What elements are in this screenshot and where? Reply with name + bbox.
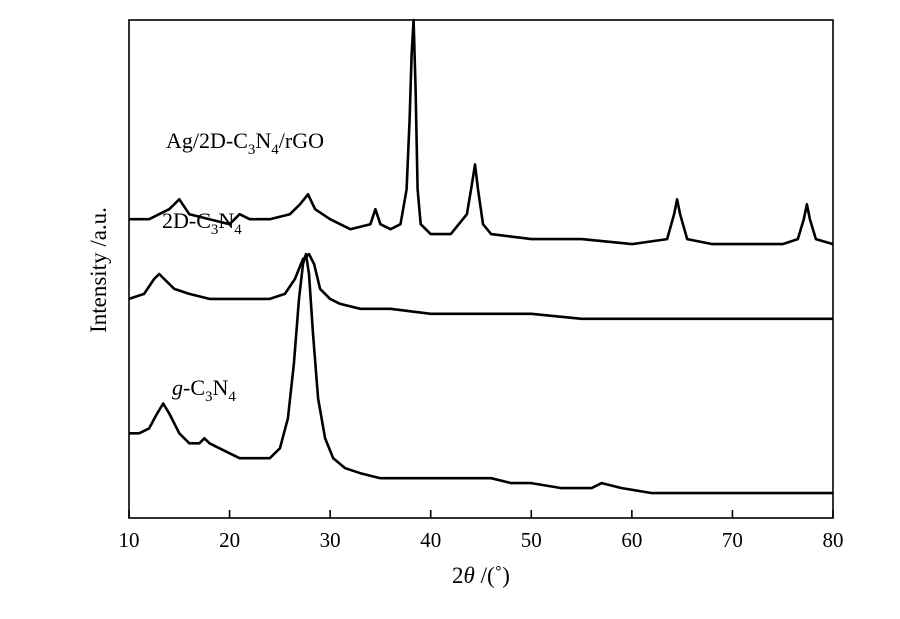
x-tick-label: 50 (521, 528, 542, 552)
x-axis-label: 2θ /(˚) (452, 563, 510, 588)
series-line-ag-2d-c3n4-rgo (129, 18, 834, 246)
x-tick-label: 30 (320, 528, 341, 552)
x-tick-label: 20 (219, 528, 240, 552)
series-line-2d-c3n4 (128, 252, 833, 321)
x-tick-label: 70 (722, 528, 743, 552)
series-curves (128, 18, 834, 495)
x-tick-label: 80 (823, 528, 844, 552)
series-label-g-c3n4: g-C3N4 (172, 375, 236, 405)
series-label-ag-2d-c3n4-rgo: Ag/2D-C3N4/rGO (166, 128, 324, 158)
series-labels: Ag/2D-C3N4/rGO 2D-C3N4 g-C3N4 (162, 128, 324, 405)
x-axis-ticks: 10 20 30 40 50 60 70 80 (119, 510, 844, 552)
y-axis-label: Intensity /a.u. (86, 207, 111, 333)
x-tick-label: 40 (420, 528, 441, 552)
x-tick-label: 10 (119, 528, 140, 552)
series-label-2d-c3n4: 2D-C3N4 (162, 208, 242, 238)
plot-frame (128, 19, 834, 519)
series-line-g-c3n4 (129, 252, 833, 495)
x-tick-label: 60 (621, 528, 642, 552)
